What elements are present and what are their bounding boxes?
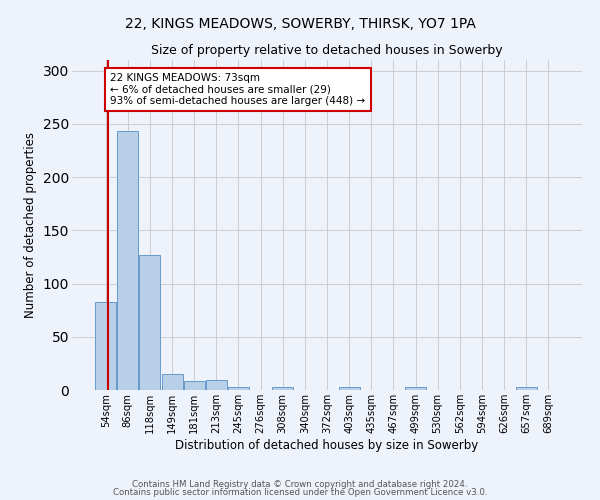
Bar — [118, 132, 139, 390]
X-axis label: Distribution of detached houses by size in Sowerby: Distribution of detached houses by size … — [175, 438, 479, 452]
Bar — [272, 387, 293, 390]
Text: Contains public sector information licensed under the Open Government Licence v3: Contains public sector information licen… — [113, 488, 487, 497]
Bar — [206, 380, 227, 390]
Bar — [95, 302, 116, 390]
Bar — [184, 382, 205, 390]
Text: 22, KINGS MEADOWS, SOWERBY, THIRSK, YO7 1PA: 22, KINGS MEADOWS, SOWERBY, THIRSK, YO7 … — [125, 18, 475, 32]
Bar — [338, 387, 359, 390]
Y-axis label: Number of detached properties: Number of detached properties — [24, 132, 37, 318]
Bar — [405, 387, 426, 390]
Bar — [161, 374, 182, 390]
Bar — [228, 387, 249, 390]
Bar — [515, 387, 536, 390]
Text: 22 KINGS MEADOWS: 73sqm
← 6% of detached houses are smaller (29)
93% of semi-det: 22 KINGS MEADOWS: 73sqm ← 6% of detached… — [110, 73, 365, 106]
Text: Contains HM Land Registry data © Crown copyright and database right 2024.: Contains HM Land Registry data © Crown c… — [132, 480, 468, 489]
Title: Size of property relative to detached houses in Sowerby: Size of property relative to detached ho… — [151, 44, 503, 58]
Bar — [139, 255, 160, 390]
